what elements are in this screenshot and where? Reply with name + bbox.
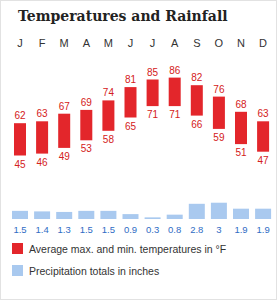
data-label: 68 <box>235 99 247 110</box>
data-label: 2.8 <box>190 224 203 235</box>
x-tick-label: J <box>128 37 134 49</box>
bar <box>255 209 271 219</box>
data-label: 0.8 <box>168 224 181 235</box>
bar <box>100 211 116 219</box>
data-label: 47 <box>258 155 270 166</box>
data-label: 59 <box>213 132 225 143</box>
data-label: 1.5 <box>13 224 26 235</box>
data-label: 1.5 <box>80 224 93 235</box>
range-bar <box>36 121 48 153</box>
frame <box>1 1 277 300</box>
range-bar <box>80 110 92 140</box>
bar <box>167 215 183 219</box>
data-label: 1.5 <box>102 224 115 235</box>
range-bar <box>257 121 269 151</box>
data-label: 86 <box>169 65 181 76</box>
data-label: 58 <box>103 134 115 145</box>
legend-item: Average max. and min. temperatures in °F <box>12 243 226 255</box>
data-label: 45 <box>14 159 26 170</box>
data-label: 1.9 <box>234 224 247 235</box>
x-tick-label: F <box>39 37 46 49</box>
x-tick-label: J <box>150 37 156 49</box>
data-label: 65 <box>125 121 137 132</box>
data-label: 71 <box>147 109 159 120</box>
data-label: 66 <box>191 119 203 130</box>
range-bar <box>235 112 247 144</box>
legend-item: Precipitation totals in inches <box>12 265 159 277</box>
data-label: 3 <box>216 224 221 235</box>
x-tick-label: O <box>215 37 224 49</box>
data-label: 82 <box>191 72 203 83</box>
data-label: 53 <box>81 143 93 154</box>
x-tick-label: J <box>17 37 23 49</box>
bar <box>56 212 72 219</box>
data-label: 46 <box>37 157 49 168</box>
range-bar <box>58 114 70 148</box>
bar <box>12 211 28 219</box>
range-bar <box>102 100 114 130</box>
bar <box>189 204 205 219</box>
data-label: 76 <box>213 84 225 95</box>
bar <box>211 203 227 219</box>
x-tick-label: A <box>171 37 179 49</box>
x-tick-label: M <box>60 37 69 49</box>
data-label: 0.3 <box>146 224 159 235</box>
data-label: 1.9 <box>256 224 269 235</box>
data-label: 63 <box>37 108 49 119</box>
temperature-bars <box>14 78 269 156</box>
data-label: 67 <box>59 101 71 112</box>
range-bar <box>213 97 225 129</box>
data-label: 69 <box>81 97 93 108</box>
range-bar <box>125 87 137 117</box>
chart: Temperatures and Rainfall J F M A M J J A S O N D 62 4… <box>0 0 277 300</box>
precipitation-bars <box>12 203 271 219</box>
x-tick-label: A <box>83 37 91 49</box>
bar <box>233 209 249 219</box>
range-bar <box>14 123 26 155</box>
bar <box>145 217 161 219</box>
data-label: 51 <box>235 147 247 158</box>
data-label: 85 <box>147 67 159 78</box>
data-label: 1.3 <box>58 224 71 235</box>
data-label: 1.4 <box>35 224 48 235</box>
x-tick-label: S <box>193 37 200 49</box>
legend-label: Average max. and min. temperatures in °F <box>29 243 226 255</box>
bar <box>34 211 50 219</box>
x-tick-label: N <box>237 37 245 49</box>
bar <box>123 214 139 219</box>
bar <box>78 211 94 219</box>
data-label: 0.9 <box>124 224 137 235</box>
x-tick-label: D <box>259 37 267 49</box>
legend-swatch <box>12 265 23 276</box>
range-bar <box>169 78 181 107</box>
legend-label: Precipitation totals in inches <box>29 265 159 277</box>
data-label: 63 <box>258 108 270 119</box>
data-label: 74 <box>103 87 115 98</box>
range-bar <box>191 85 203 115</box>
title: Temperatures and Rainfall <box>18 8 228 24</box>
x-tick-label: M <box>104 37 113 49</box>
legend-swatch <box>12 243 23 254</box>
range-bar <box>147 80 159 107</box>
data-label: 81 <box>125 74 137 85</box>
data-label: 71 <box>169 109 181 120</box>
data-label: 49 <box>59 151 71 162</box>
data-label: 62 <box>14 110 26 121</box>
